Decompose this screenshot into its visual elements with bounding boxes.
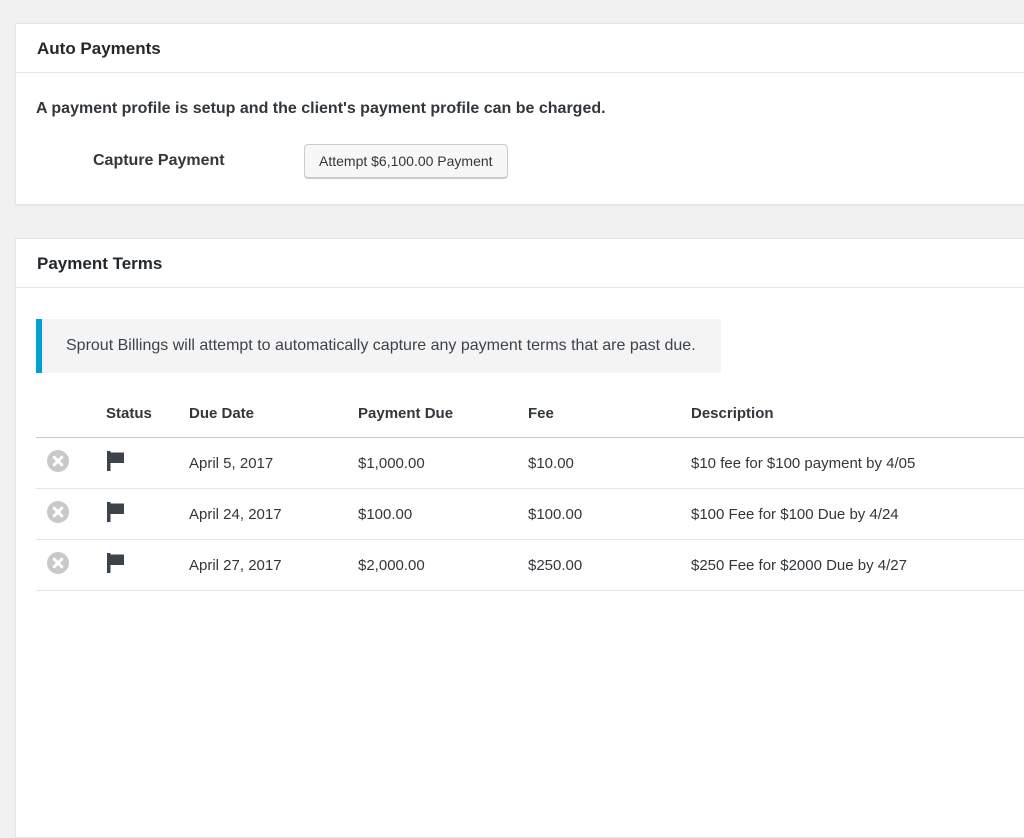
column-header-description: Description — [691, 393, 1024, 438]
fee-cell: $250.00 — [528, 539, 691, 591]
description-cell: $250 Fee for $2000 Due by 4/27 — [691, 539, 1024, 591]
description-cell: $10 fee for $100 payment by 4/05 — [691, 437, 1024, 489]
delete-payment-term-button[interactable] — [47, 552, 69, 574]
column-header-payment-due: Payment Due — [358, 393, 528, 438]
table-row: April 5, 2017 $1,000.00 $10.00 $10 fee f… — [36, 437, 1024, 489]
auto-capture-notice-text: Sprout Billings will attempt to automati… — [66, 337, 696, 354]
table-row: April 27, 2017 $2,000.00 $250.00 $250 Fe… — [36, 539, 1024, 591]
delete-payment-term-button[interactable] — [47, 501, 69, 523]
auto-payments-header: Auto Payments — [16, 24, 1024, 73]
column-header-fee: Fee — [528, 393, 691, 438]
due-date-cell: April 27, 2017 — [189, 539, 358, 591]
payment-terms-title: Payment Terms — [37, 254, 163, 273]
payment-terms-body: Sprout Billings will attempt to automati… — [16, 288, 1024, 591]
capture-payment-label: Capture Payment — [93, 152, 225, 169]
auto-capture-notice: Sprout Billings will attempt to automati… — [36, 319, 721, 373]
payment-terms-header: Payment Terms — [16, 239, 1024, 288]
table-header-row: Status Due Date Payment Due Fee Descript… — [36, 393, 1024, 438]
flag-icon — [106, 501, 125, 523]
payment-terms-table: Status Due Date Payment Due Fee Descript… — [36, 393, 1024, 591]
auto-payments-panel: Auto Payments A payment profile is setup… — [15, 23, 1024, 205]
column-header-delete — [36, 393, 106, 438]
payment-terms-panel: Payment Terms Sprout Billings will attem… — [15, 238, 1024, 838]
description-cell: $100 Fee for $100 Due by 4/24 — [691, 488, 1024, 540]
payment-due-cell: $100.00 — [358, 488, 528, 540]
auto-payments-title: Auto Payments — [37, 39, 161, 58]
delete-payment-term-button[interactable] — [47, 450, 69, 472]
capture-payment-row: Capture Payment Attempt $6,100.00 Paymen… — [36, 144, 1024, 178]
due-date-cell: April 5, 2017 — [189, 437, 358, 489]
column-header-status: Status — [106, 393, 189, 438]
payment-due-cell: $2,000.00 — [358, 539, 528, 591]
due-date-cell: April 24, 2017 — [189, 488, 358, 540]
auto-payments-body: A payment profile is setup and the clien… — [16, 100, 1024, 178]
flag-icon — [106, 552, 125, 574]
payment-profile-note: A payment profile is setup and the clien… — [36, 100, 606, 117]
attempt-payment-button[interactable]: Attempt $6,100.00 Payment — [304, 144, 508, 178]
payment-due-cell: $1,000.00 — [358, 437, 528, 489]
fee-cell: $10.00 — [528, 437, 691, 489]
column-header-due-date: Due Date — [189, 393, 358, 438]
fee-cell: $100.00 — [528, 488, 691, 540]
table-row: April 24, 2017 $100.00 $100.00 $100 Fee … — [36, 488, 1024, 540]
flag-icon — [106, 450, 125, 472]
